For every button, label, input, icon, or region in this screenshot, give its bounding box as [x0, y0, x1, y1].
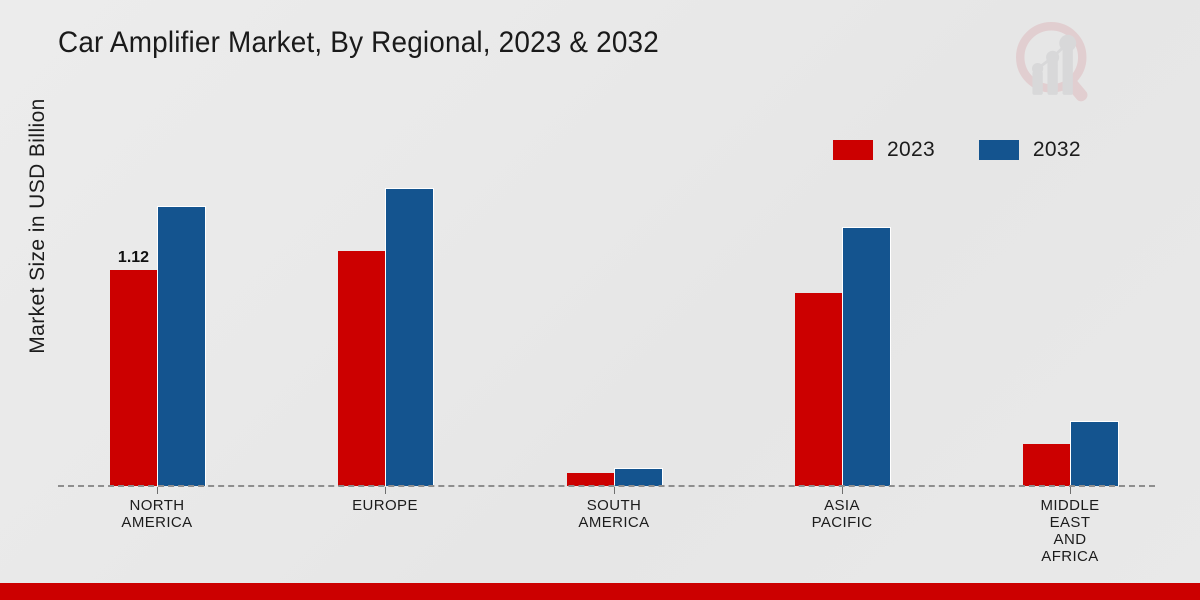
x-axis-tick [842, 487, 843, 494]
bottom-accent-stripe [0, 583, 1200, 600]
y-axis-title: Market Size in USD Billion [26, 98, 49, 354]
bar-2032-0[interactable] [157, 205, 206, 486]
bar-group [795, 120, 891, 486]
x-axis-tick [157, 487, 158, 494]
bar-2023-4[interactable] [1023, 443, 1070, 486]
x-axis-category-label: MIDDLE EAST AND AFRICA [1040, 497, 1100, 565]
bar-group [567, 120, 663, 486]
bar-2032-1[interactable] [385, 188, 434, 486]
bar-group [1023, 120, 1119, 486]
legend-label-2032: 2032 [1032, 138, 1081, 161]
chart-title: Car Amplifier Market, By Regional, 2023 … [58, 26, 659, 59]
bar-2023-3[interactable] [795, 293, 842, 486]
bar-2032-4[interactable] [1070, 421, 1119, 486]
x-axis-category-label: SOUTH AMERICA [578, 497, 650, 531]
x-axis-category-label: NORTH AMERICA [121, 497, 193, 531]
legend-label-2023: 2023 [887, 138, 935, 161]
bar-value-label: 1.12 [117, 249, 150, 267]
bar-2032-2[interactable] [614, 467, 663, 486]
x-axis-category-label: EUROPE [352, 497, 418, 514]
bar-2023-1[interactable] [338, 251, 385, 486]
plot-area: 1.12 [58, 120, 1155, 486]
bar-2032-3[interactable] [842, 226, 891, 486]
x-axis-tick [385, 487, 386, 494]
chart-legend: 2023 2032 [833, 138, 1081, 162]
legend-swatch-2032 [978, 140, 1019, 160]
x-axis-category-label: ASIA PACIFIC [811, 497, 873, 531]
bar-group [338, 120, 434, 486]
legend-item-2023[interactable]: 2023 [833, 138, 935, 162]
legend-swatch-2023 [833, 140, 873, 160]
x-axis-baseline [58, 485, 1155, 487]
x-axis-tick [1070, 487, 1071, 494]
bar-group: 1.12 [110, 120, 206, 486]
bar-2023-0[interactable]: 1.12 [110, 249, 157, 486]
bar-2023-2[interactable] [567, 472, 614, 486]
watermark-logo-icon [1008, 14, 1102, 110]
legend-item-2032[interactable]: 2032 [978, 138, 1081, 162]
x-axis-tick [614, 487, 615, 494]
